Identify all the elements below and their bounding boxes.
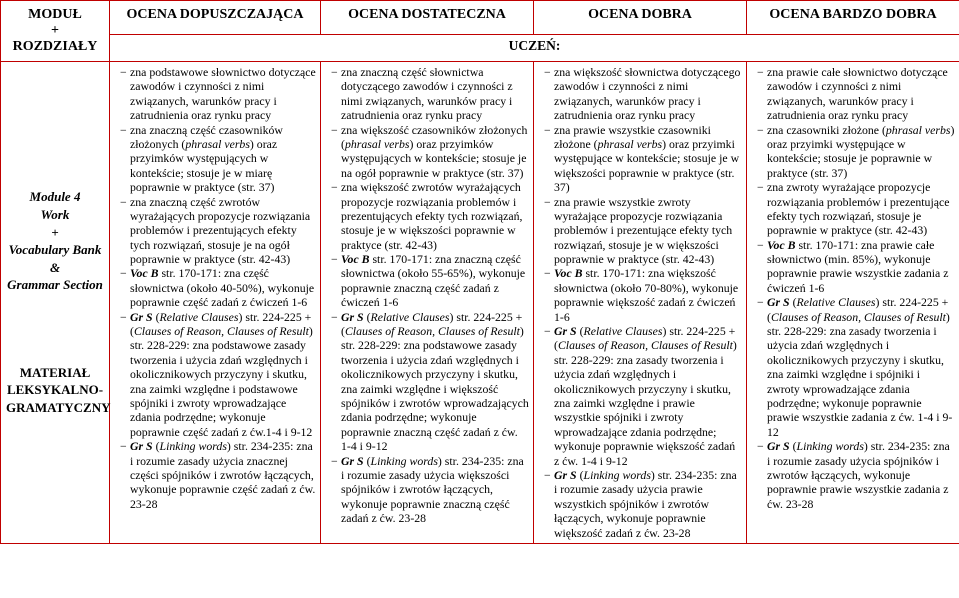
side-grammar: Grammar Section bbox=[6, 276, 104, 294]
side-material-2: LEKSYKALNO- bbox=[6, 381, 104, 399]
rubric-table: MODUŁ + ROZDZIAŁY OCENA DOPUSZCZAJĄCA OC… bbox=[0, 0, 959, 544]
list-item: zna znaczną część słownictwa dotyczącego… bbox=[331, 65, 529, 123]
list-c2: zna znaczną część słownictwa dotyczącego… bbox=[331, 65, 529, 526]
list-item: Gr S (Linking words) str. 234-235: zna i… bbox=[544, 468, 742, 540]
list-item: Voc B str. 170-171: zna prawie całe słow… bbox=[757, 238, 955, 296]
list-item: zna prawie wszystkie zwroty wyrażające p… bbox=[544, 195, 742, 267]
list-item: zna czasowniki złożone (phrasal verbs) o… bbox=[757, 123, 955, 181]
header-col4: OCENA BARDZO DOBRA bbox=[747, 1, 959, 35]
hdr-rozdzialy: ROZDZIAŁY bbox=[6, 39, 104, 55]
list-item: Gr S (Linking words) str. 234-235: zna i… bbox=[757, 439, 955, 511]
list-item: zna większość czasowników złożonych (phr… bbox=[331, 123, 529, 181]
side-module-1: Module 4 bbox=[6, 188, 104, 206]
side-amp: & bbox=[6, 259, 104, 277]
cell-dopuszczajaca: zna podstawowe słownictwo dotyczące zawo… bbox=[110, 62, 321, 544]
side-material-1: MATERIAŁ bbox=[6, 364, 104, 382]
side-module-2: Work bbox=[6, 206, 104, 224]
side-material-3: GRAMATYCZNY bbox=[6, 399, 104, 417]
list-item: zna większość słownictwa dotyczącego zaw… bbox=[544, 65, 742, 123]
side-spacer bbox=[6, 294, 104, 364]
list-item: zna zwroty wyrażające propozycje rozwiąz… bbox=[757, 180, 955, 238]
hdr-plus: + bbox=[6, 23, 104, 39]
side-plus: + bbox=[6, 224, 104, 242]
cell-dobra: zna większość słownictwa dotyczącego zaw… bbox=[534, 62, 747, 544]
header-row: MODUŁ + ROZDZIAŁY OCENA DOPUSZCZAJĄCA OC… bbox=[1, 1, 959, 35]
list-item: Voc B str. 170-171: zna część słownictwa… bbox=[120, 266, 316, 309]
list-item: Gr S (Relative Clauses) str. 224-225 + (… bbox=[120, 310, 316, 440]
list-item: Gr S (Linking words) str. 234-235: zna i… bbox=[120, 439, 316, 511]
list-item: Voc B str. 170-171: zna większość słowni… bbox=[544, 266, 742, 324]
list-item: zna znaczną część czasowników złożonych … bbox=[120, 123, 316, 195]
list-item: zna prawie całe słownictwo dotyczące zaw… bbox=[757, 65, 955, 123]
list-item: Gr S (Relative Clauses) str. 224-225 + (… bbox=[331, 310, 529, 454]
header-col1: OCENA DOPUSZCZAJĄCA bbox=[110, 1, 321, 35]
list-c1: zna podstawowe słownictwo dotyczące zawo… bbox=[120, 65, 316, 511]
list-item: Gr S (Relative Clauses) str. 224-225 + (… bbox=[757, 295, 955, 439]
list-item: zna większość zwrotów wyrażających propo… bbox=[331, 180, 529, 252]
header-col3: OCENA DOBRA bbox=[534, 1, 747, 35]
list-c4: zna prawie całe słownictwo dotyczące zaw… bbox=[757, 65, 955, 511]
content-row: Module 4 Work + Vocabulary Bank & Gramma… bbox=[1, 62, 959, 544]
list-item: zna prawie wszystkie czasowniki złożone … bbox=[544, 123, 742, 195]
header-uczen: UCZEŃ: bbox=[110, 35, 959, 62]
side-column: Module 4 Work + Vocabulary Bank & Gramma… bbox=[1, 62, 110, 544]
list-item: Voc B str. 170-171: zna znaczną część sł… bbox=[331, 252, 529, 310]
list-item: zna znaczną część zwrotów wyrażających p… bbox=[120, 195, 316, 267]
subheader-row: UCZEŃ: bbox=[1, 35, 959, 62]
list-c3: zna większość słownictwa dotyczącego zaw… bbox=[544, 65, 742, 540]
cell-dostateczna: zna znaczną część słownictwa dotyczącego… bbox=[321, 62, 534, 544]
list-item: Gr S (Linking words) str. 234-235: zna i… bbox=[331, 454, 529, 526]
side-vocab: Vocabulary Bank bbox=[6, 241, 104, 259]
header-left: MODUŁ + ROZDZIAŁY bbox=[1, 1, 110, 62]
list-item: Gr S (Relative Clauses) str. 224-225 + (… bbox=[544, 324, 742, 468]
cell-bardzo-dobra: zna prawie całe słownictwo dotyczące zaw… bbox=[747, 62, 959, 544]
header-col2: OCENA DOSTATECZNA bbox=[321, 1, 534, 35]
list-item: zna podstawowe słownictwo dotyczące zawo… bbox=[120, 65, 316, 123]
hdr-modul: MODUŁ bbox=[6, 7, 104, 23]
